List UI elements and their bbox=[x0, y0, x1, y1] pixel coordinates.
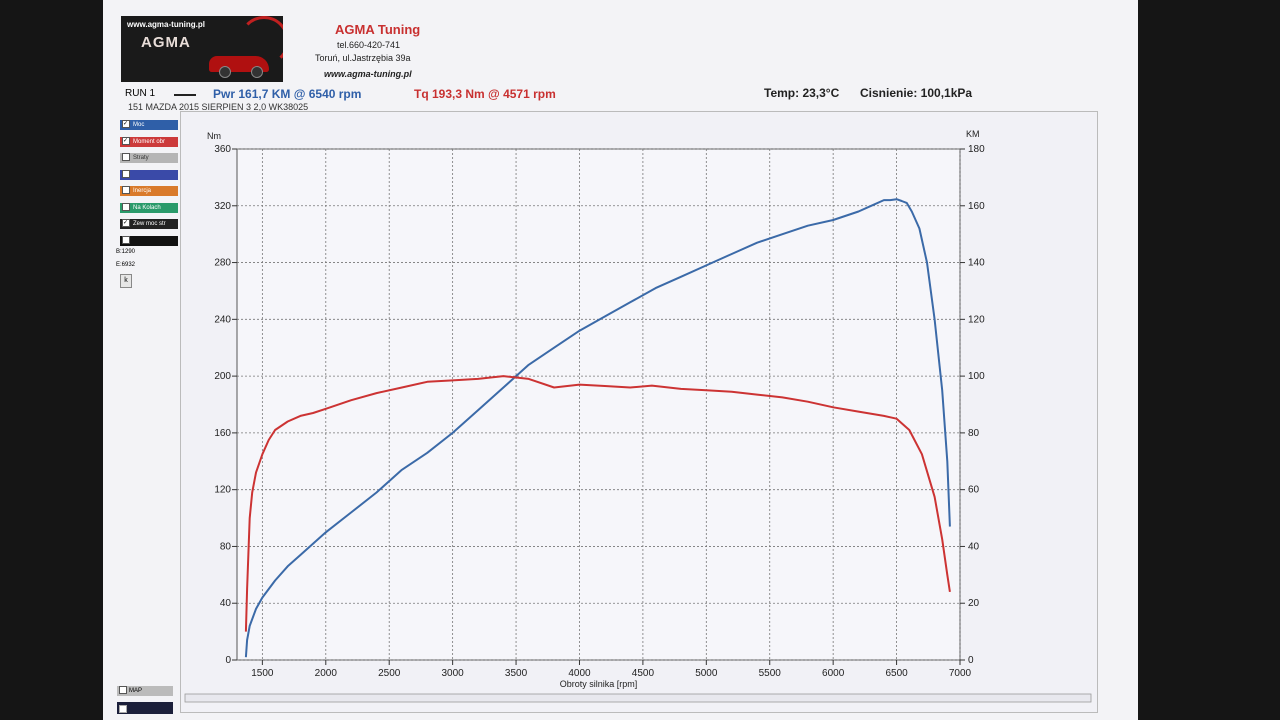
company-website: www.agma-tuning.pl bbox=[324, 69, 412, 79]
temperature: Temp: 23,3°C bbox=[764, 86, 840, 100]
y2-tick-label: 0 bbox=[968, 655, 974, 666]
map-label: MAP bbox=[129, 688, 143, 694]
x-tick-label: 2500 bbox=[378, 668, 401, 679]
y2-tick-label: 160 bbox=[968, 201, 985, 212]
series-line-moment-obr bbox=[244, 375, 951, 632]
y-axis-label: Nm bbox=[207, 131, 221, 141]
y2-tick-label: 20 bbox=[968, 598, 980, 609]
y-tick-label: 240 bbox=[214, 314, 231, 325]
x-tick-label: 3500 bbox=[505, 668, 528, 679]
run-line-swatch bbox=[174, 94, 196, 96]
series-checkbox[interactable] bbox=[122, 235, 130, 244]
series-checkbox[interactable]: ✓ bbox=[122, 136, 130, 145]
series-toggle-label: Moment obr bbox=[133, 138, 166, 145]
series-sidebar: ✓ Moc ✓ Moment obr Straty Inercja Na Kolach ✓ Ze… bbox=[103, 112, 183, 720]
x-tick-label: 1500 bbox=[251, 668, 274, 679]
company-phone: tel.660-420-741 bbox=[337, 40, 401, 50]
x-tick-label: 6000 bbox=[822, 668, 845, 679]
x-tick-label: 7000 bbox=[949, 668, 972, 679]
series-checkbox[interactable]: ✓ bbox=[122, 219, 130, 228]
series-line-moc bbox=[244, 198, 951, 658]
y-tick-label: 40 bbox=[220, 598, 232, 609]
y2-tick-label: 100 bbox=[968, 371, 985, 382]
map-toggle[interactable]: MAP bbox=[117, 686, 173, 696]
e-value: E:6932 bbox=[116, 262, 136, 268]
series-toggle-label: Zew moc str bbox=[133, 221, 166, 227]
wheel-icon bbox=[251, 66, 263, 78]
series-toggle[interactable]: Na Kolach bbox=[120, 202, 178, 213]
series-toggle[interactable] bbox=[120, 235, 178, 246]
series-checkbox[interactable] bbox=[122, 202, 130, 211]
series-checkbox[interactable] bbox=[122, 169, 130, 178]
y2-tick-label: 120 bbox=[968, 314, 985, 325]
map-color-swatch bbox=[117, 702, 173, 714]
x-tick-label: 2000 bbox=[315, 668, 338, 679]
series-checkbox[interactable] bbox=[122, 153, 130, 162]
gauge-icon bbox=[239, 16, 283, 66]
logo-brand: AGMA bbox=[141, 34, 191, 51]
dyno-chart: 1500 2000 2500 3000 3500 4000 4500 5000 5500 6000… bbox=[184, 129, 1092, 703]
series-toggle-label: Moc bbox=[133, 122, 145, 128]
b-value: B:1290 bbox=[116, 249, 136, 255]
y2-tick-label: 140 bbox=[968, 258, 985, 269]
dyno-sheet: www.agma-tuning.pl AGMA AGMA Tuning tel.… bbox=[103, 0, 1138, 720]
map-swatch-checkbox[interactable] bbox=[119, 705, 127, 713]
vehicle-info: 151 MAZDA 2015 SIERPIEN 3 2,0 WK38025 bbox=[128, 102, 309, 112]
company-name: AGMA Tuning bbox=[335, 22, 421, 37]
pressure: Cisnienie: 100,1kPa bbox=[860, 86, 973, 100]
y-tick-label: 320 bbox=[214, 201, 231, 212]
y2-tick-label: 80 bbox=[968, 428, 980, 439]
power-summary: Pwr 161,7 KM @ 6540 rpm bbox=[213, 87, 362, 101]
y-tick-label: 280 bbox=[214, 258, 231, 269]
y2-tick-label: 180 bbox=[968, 144, 985, 155]
series-toggle[interactable]: Straty bbox=[120, 153, 178, 163]
agma-logo: www.agma-tuning.pl AGMA bbox=[121, 16, 283, 82]
y-tick-label: 160 bbox=[214, 428, 231, 439]
y2-axis-label: KM bbox=[966, 129, 980, 139]
series-toggle[interactable]: ✓ Moc bbox=[120, 120, 178, 130]
y-tick-label: 200 bbox=[214, 371, 231, 382]
y-tick-label: 80 bbox=[220, 541, 232, 552]
plot-area bbox=[236, 148, 961, 661]
k-button[interactable]: k bbox=[120, 274, 132, 288]
x-tick-label: 6500 bbox=[885, 668, 908, 679]
y2-tick-label: 40 bbox=[968, 541, 980, 552]
x-tick-label: 4000 bbox=[568, 668, 591, 679]
x-tick-label: 3000 bbox=[442, 668, 465, 679]
wheel-icon bbox=[219, 66, 231, 78]
series-checkbox[interactable] bbox=[122, 186, 130, 195]
series-toggle[interactable]: ✓ Moment obr bbox=[120, 136, 178, 147]
series-toggle-label: Na Kolach bbox=[133, 204, 161, 211]
y2-tick-label: 60 bbox=[968, 485, 980, 496]
series-toggle[interactable]: ✓ Zew moc str bbox=[120, 219, 178, 229]
torque-summary: Tq 193,3 Nm @ 4571 rpm bbox=[414, 87, 556, 101]
y-tick-label: 120 bbox=[214, 485, 231, 496]
dyno-chart-area: 1500 2000 2500 3000 3500 4000 4500 5000 5500 6000… bbox=[180, 111, 1098, 713]
y-tick-label: 360 bbox=[214, 144, 231, 155]
company-address: Toruń, ul.Jastrzębia 39a bbox=[315, 53, 411, 63]
logo-url: www.agma-tuning.pl bbox=[127, 20, 205, 29]
y-tick-label: 0 bbox=[225, 655, 231, 666]
series-toggle[interactable] bbox=[120, 169, 178, 180]
map-checkbox[interactable] bbox=[119, 686, 127, 695]
series-toggle-label: Inercja bbox=[133, 188, 152, 194]
x-axis-label: Obroty silnika [rpm] bbox=[560, 679, 638, 689]
series-checkbox[interactable]: ✓ bbox=[122, 120, 130, 129]
scroll-strip bbox=[184, 693, 1092, 703]
x-tick-label: 4500 bbox=[632, 668, 655, 679]
series-toggle[interactable]: Inercja bbox=[120, 186, 178, 196]
series-toggle-label: Straty bbox=[133, 155, 149, 161]
run-label: RUN 1 bbox=[125, 88, 156, 99]
x-tick-label: 5500 bbox=[759, 668, 782, 679]
x-tick-label: 5000 bbox=[695, 668, 718, 679]
